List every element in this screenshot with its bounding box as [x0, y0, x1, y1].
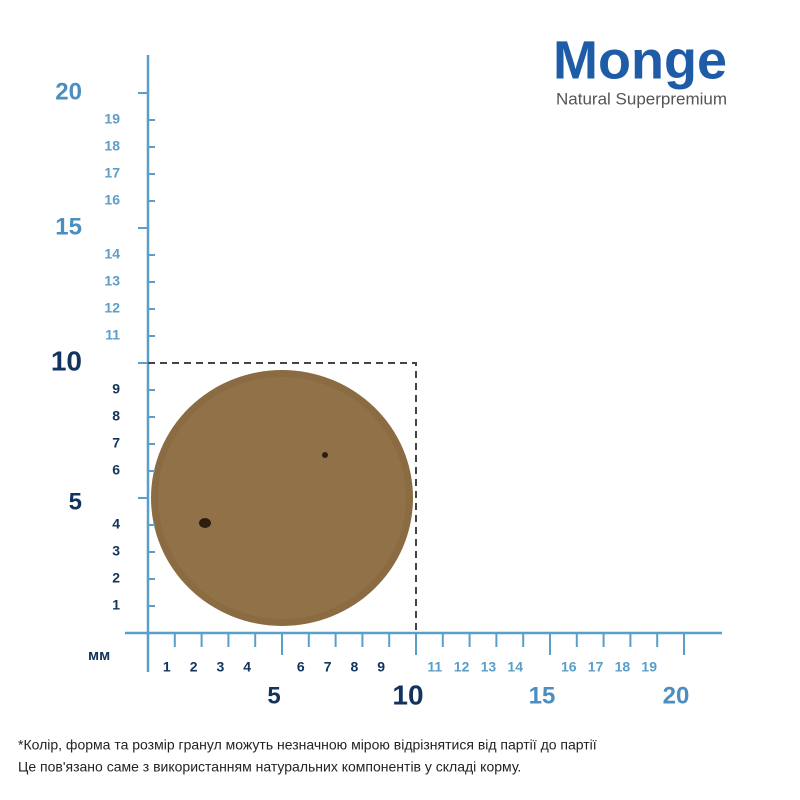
brand: Monge — [553, 30, 727, 90]
x-label: 1 — [163, 659, 171, 675]
y-major-label: 20 — [55, 78, 82, 105]
x-label: 18 — [615, 659, 631, 675]
y-label: 3 — [112, 543, 120, 559]
y-label: 18 — [104, 138, 120, 154]
y-major-label: 10 — [51, 345, 82, 376]
x-label: 13 — [481, 659, 497, 675]
unit-label: мм — [88, 647, 110, 664]
x-label: 9 — [377, 659, 385, 675]
y-label: 13 — [104, 273, 120, 289]
x-label: 17 — [588, 659, 604, 675]
x-label: 11 — [427, 659, 442, 675]
y-label: 8 — [112, 408, 120, 424]
y-label: 1 — [112, 597, 120, 613]
y-label: 16 — [104, 192, 120, 208]
x-label: 8 — [351, 659, 359, 675]
footnote: *Колір, форма та розмір гранул можуть не… — [18, 737, 597, 753]
y-label: 19 — [104, 111, 120, 127]
y-label: 12 — [104, 300, 120, 316]
y-major-label: 15 — [55, 213, 82, 240]
y-label: 2 — [112, 570, 120, 586]
x-major-label: 5 — [267, 682, 280, 709]
size-box — [148, 362, 417, 633]
y-label: 14 — [104, 246, 120, 262]
x-major-label: 15 — [529, 682, 556, 709]
y-label: 6 — [112, 462, 120, 478]
y-label: 11 — [105, 327, 120, 343]
kibble-hole — [199, 518, 211, 528]
kibble-texture — [158, 377, 406, 619]
x-label: 14 — [507, 659, 523, 675]
x-major-label: 20 — [663, 682, 690, 709]
x-label: 6 — [297, 659, 305, 675]
x-major-label: 10 — [392, 679, 423, 710]
x-label: 12 — [454, 659, 470, 675]
y-major-label: 5 — [69, 488, 82, 515]
x-label: 16 — [561, 659, 577, 675]
x-label: 3 — [217, 659, 225, 675]
y-label: 4 — [112, 516, 120, 532]
footnote: Це пов'язано саме з використанням натура… — [18, 759, 521, 775]
kibble-hole — [322, 452, 328, 458]
x-label: 19 — [641, 659, 657, 675]
y-label: 7 — [112, 435, 120, 451]
x-label: 4 — [243, 659, 251, 675]
tagline: Natural Superpremium — [556, 89, 727, 108]
y-label: 17 — [104, 165, 120, 181]
y-label: 9 — [112, 381, 120, 397]
x-label: 7 — [324, 659, 332, 675]
x-label: 2 — [190, 659, 198, 675]
